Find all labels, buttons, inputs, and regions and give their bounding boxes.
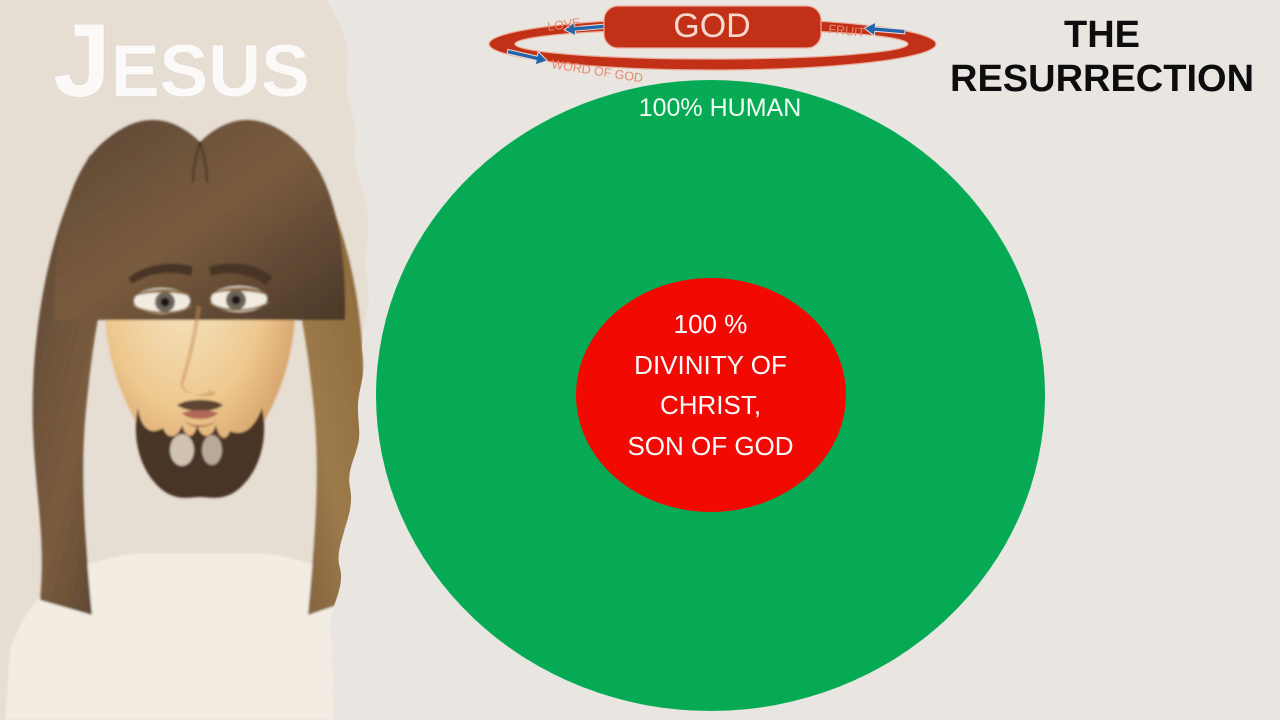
svg-text:FRUIT: FRUIT — [828, 22, 866, 40]
svg-text:GOD: GOD — [673, 7, 750, 45]
